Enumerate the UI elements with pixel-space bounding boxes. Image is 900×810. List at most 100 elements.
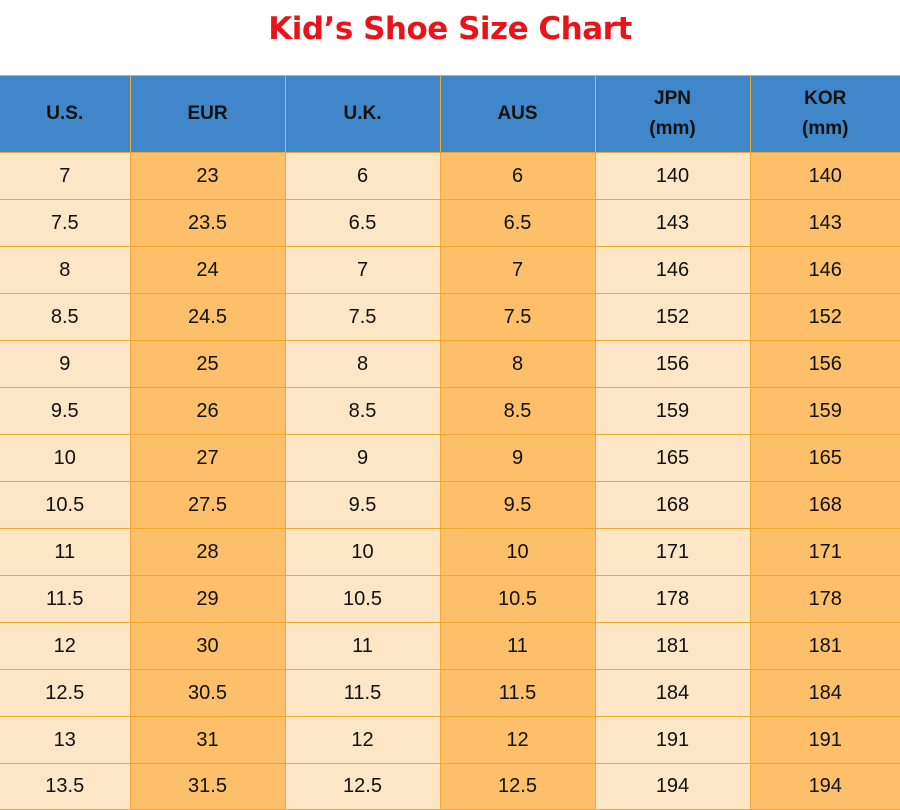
table-cell: 9 <box>284 434 441 482</box>
column-header-label: U.K. <box>343 103 382 124</box>
table-row: 10 27 9 9 165 165 <box>0 434 900 482</box>
table-row: 11 28 10 10 171 171 <box>0 528 900 576</box>
column-header: U.S. <box>0 75 131 153</box>
table-row: 11.5 29 10.5 10.5 178 178 <box>0 575 900 623</box>
table-cell: 191 <box>749 716 900 764</box>
table-cell: 13.5 <box>0 763 131 810</box>
table-row: 7.5 23.5 6.5 6.5 143 143 <box>0 199 900 247</box>
table-cell: 8 <box>284 340 441 388</box>
table-cell: 152 <box>749 293 900 341</box>
table-cell: 6 <box>284 152 441 200</box>
table-cell: 159 <box>594 387 751 435</box>
table-cell: 24 <box>129 246 286 294</box>
table-cell: 7.5 <box>284 293 441 341</box>
table-cell: 159 <box>749 387 900 435</box>
table-cell: 23 <box>129 152 286 200</box>
size-chart-table: U.S. EUR U.K. AUS JPN (mm) KOR (mm) 7 23 6 6 140 140… <box>0 75 900 810</box>
table-cell: 146 <box>594 246 751 294</box>
table-cell: 30.5 <box>129 669 286 717</box>
table-cell: 191 <box>594 716 751 764</box>
table-cell: 8 <box>439 340 596 388</box>
table-cell: 146 <box>749 246 900 294</box>
table-row: 13 31 12 12 191 191 <box>0 716 900 764</box>
table-cell: 23.5 <box>129 199 286 247</box>
column-header-label: AUS <box>497 103 538 124</box>
table-cell: 194 <box>594 763 751 810</box>
column-header: KOR (mm) <box>749 75 900 153</box>
table-cell: 181 <box>749 622 900 670</box>
table-cell: 12 <box>439 716 596 764</box>
table-cell: 12 <box>0 622 131 670</box>
table-cell: 28 <box>129 528 286 576</box>
table-cell: 11 <box>439 622 596 670</box>
table-cell: 10.5 <box>0 481 131 529</box>
table-cell: 27 <box>129 434 286 482</box>
table-cell: 12.5 <box>0 669 131 717</box>
column-header: EUR <box>129 75 286 153</box>
table-cell: 6.5 <box>284 199 441 247</box>
table-cell: 152 <box>594 293 751 341</box>
table-row: 12 30 11 11 181 181 <box>0 622 900 670</box>
table-cell: 10 <box>439 528 596 576</box>
table-row: 10.5 27.5 9.5 9.5 168 168 <box>0 481 900 529</box>
table-cell: 10 <box>284 528 441 576</box>
column-header: AUS <box>439 75 596 153</box>
table-cell: 194 <box>749 763 900 810</box>
table-cell: 7.5 <box>0 199 131 247</box>
table-cell: 11.5 <box>0 575 131 623</box>
table-cell: 13 <box>0 716 131 764</box>
table-cell: 178 <box>594 575 751 623</box>
table-cell: 178 <box>749 575 900 623</box>
table-cell: 26 <box>129 387 286 435</box>
table-cell: 9.5 <box>0 387 131 435</box>
column-header-label: U.S. <box>46 103 84 124</box>
table-cell: 156 <box>749 340 900 388</box>
table-row: 9.5 26 8.5 8.5 159 159 <box>0 387 900 435</box>
table-cell: 9 <box>0 340 131 388</box>
table-cell: 9.5 <box>439 481 596 529</box>
column-header: U.K. <box>284 75 441 153</box>
table-row: 8 24 7 7 146 146 <box>0 246 900 294</box>
column-header-label: (mm) <box>649 118 696 139</box>
table-cell: 8 <box>0 246 131 294</box>
column-header-label: JPN <box>654 88 691 109</box>
column-header-label: KOR <box>804 88 847 109</box>
table-cell: 6 <box>439 152 596 200</box>
table-cell: 11 <box>0 528 131 576</box>
table-row: 12.5 30.5 11.5 11.5 184 184 <box>0 669 900 717</box>
table-cell: 171 <box>594 528 751 576</box>
table-cell: 7 <box>0 152 131 200</box>
table-cell: 8.5 <box>0 293 131 341</box>
header-row: U.S. EUR U.K. AUS JPN (mm) KOR (mm) <box>0 75 900 153</box>
table-cell: 181 <box>594 622 751 670</box>
table-cell: 29 <box>129 575 286 623</box>
table-cell: 12.5 <box>439 763 596 810</box>
table-header: U.S. EUR U.K. AUS JPN (mm) KOR (mm) <box>0 75 900 153</box>
table-cell: 11.5 <box>439 669 596 717</box>
table-cell: 140 <box>594 152 751 200</box>
table-cell: 11.5 <box>284 669 441 717</box>
table-cell: 10 <box>0 434 131 482</box>
table-cell: 143 <box>749 199 900 247</box>
table-cell: 30 <box>129 622 286 670</box>
table-cell: 31 <box>129 716 286 764</box>
table-cell: 12.5 <box>284 763 441 810</box>
table-cell: 6.5 <box>439 199 596 247</box>
table-cell: 7 <box>284 246 441 294</box>
table-cell: 27.5 <box>129 481 286 529</box>
table-cell: 165 <box>749 434 900 482</box>
table-cell: 12 <box>284 716 441 764</box>
table-cell: 8.5 <box>284 387 441 435</box>
table-cell: 25 <box>129 340 286 388</box>
table-cell: 168 <box>594 481 751 529</box>
table-cell: 8.5 <box>439 387 596 435</box>
table-cell: 165 <box>594 434 751 482</box>
table-row: 9 25 8 8 156 156 <box>0 340 900 388</box>
table-cell: 24.5 <box>129 293 286 341</box>
table-cell: 143 <box>594 199 751 247</box>
table-cell: 7.5 <box>439 293 596 341</box>
column-header-label: (mm) <box>802 118 849 139</box>
table-cell: 171 <box>749 528 900 576</box>
table-cell: 140 <box>749 152 900 200</box>
table-cell: 184 <box>749 669 900 717</box>
